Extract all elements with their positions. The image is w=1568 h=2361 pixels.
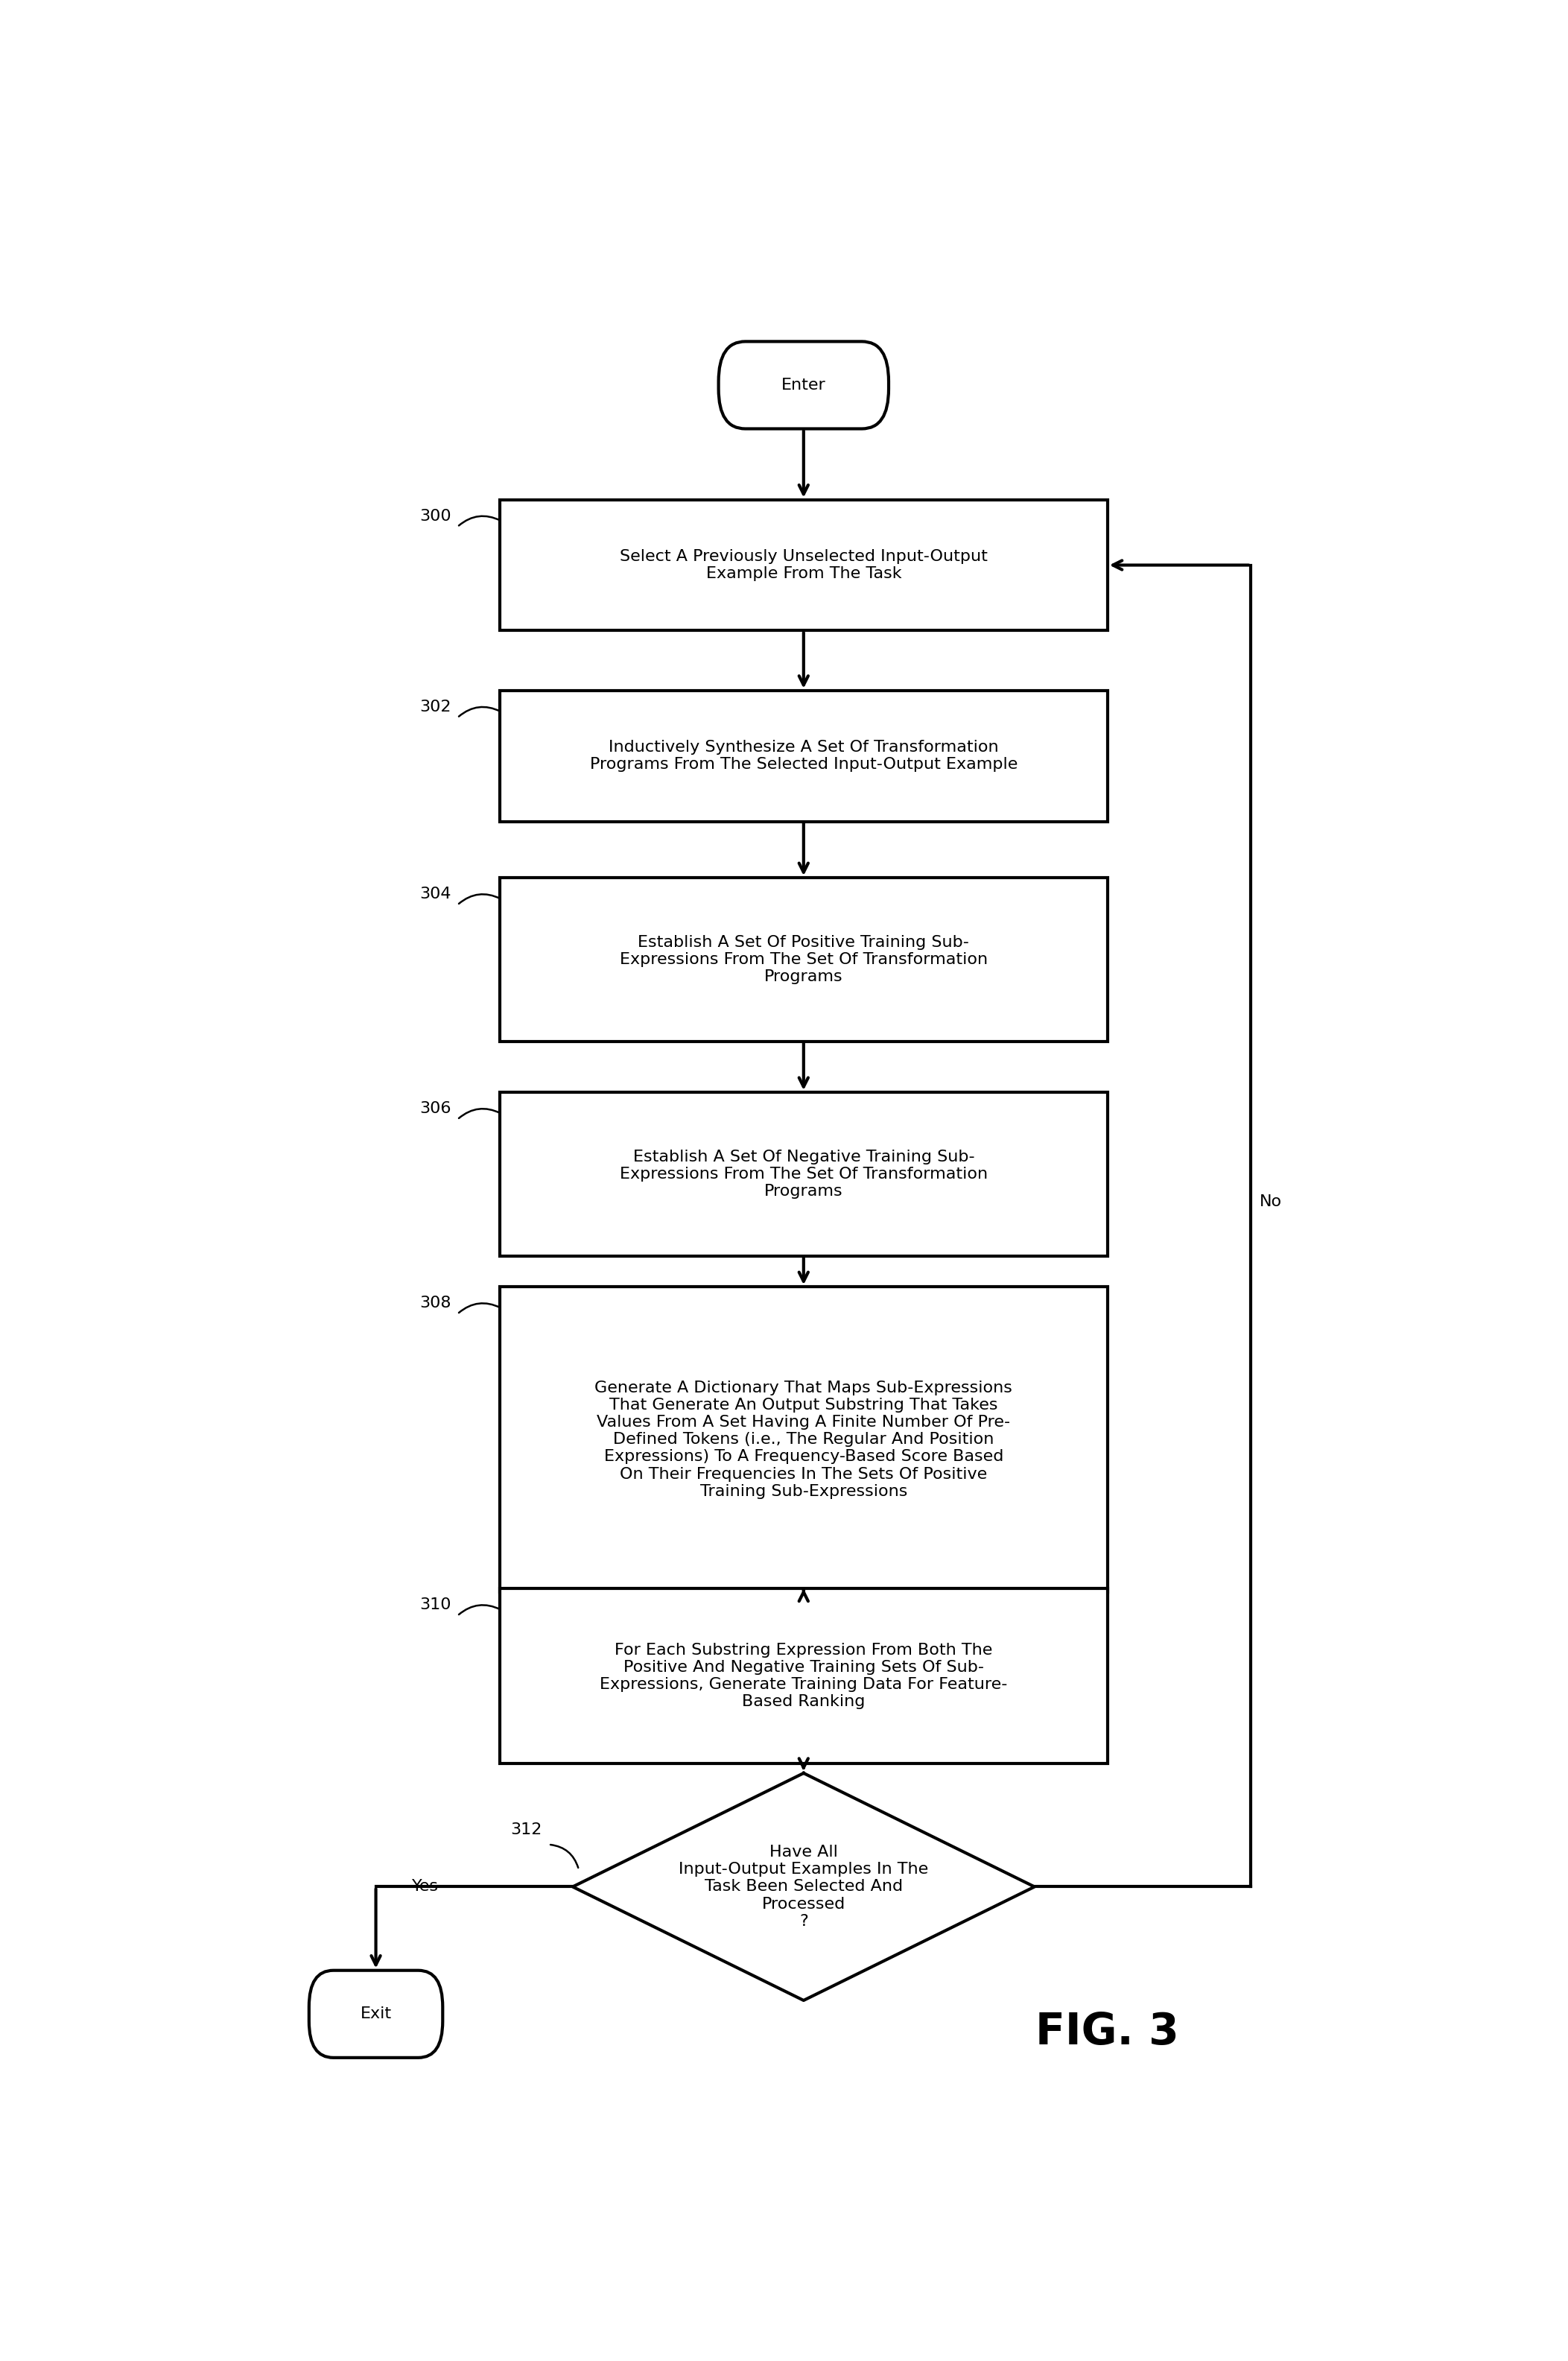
- Bar: [500, 878, 1107, 1041]
- Bar: [500, 1287, 1107, 1591]
- FancyBboxPatch shape: [718, 342, 889, 430]
- Text: No: No: [1259, 1195, 1281, 1209]
- Text: Enter: Enter: [781, 378, 826, 392]
- Polygon shape: [572, 1773, 1035, 2000]
- Text: Inductively Synthesize A Set Of Transformation
Programs From The Selected Input-: Inductively Synthesize A Set Of Transfor…: [590, 739, 1018, 772]
- Bar: [500, 1093, 1107, 1256]
- Bar: [500, 689, 1107, 822]
- Text: Establish A Set Of Negative Training Sub-
Expressions From The Set Of Transforma: Establish A Set Of Negative Training Sub…: [619, 1150, 988, 1199]
- Text: 304: 304: [420, 888, 452, 902]
- FancyBboxPatch shape: [309, 1971, 442, 2059]
- Bar: [500, 501, 1107, 630]
- Text: 308: 308: [420, 1296, 452, 1310]
- Text: Exit: Exit: [361, 2007, 392, 2021]
- Text: 302: 302: [420, 699, 452, 715]
- Text: 312: 312: [511, 1823, 543, 1837]
- Text: Have All
Input-Output Examples In The
Task Been Selected And
Processed
?: Have All Input-Output Examples In The Ta…: [679, 1844, 928, 1929]
- Bar: [500, 1589, 1107, 1764]
- Text: Yes: Yes: [412, 1879, 439, 1894]
- Text: 310: 310: [420, 1598, 452, 1613]
- Text: Select A Previously Unselected Input-Output
Example From The Task: Select A Previously Unselected Input-Out…: [619, 550, 988, 581]
- Text: For Each Substring Expression From Both The
Positive And Negative Training Sets : For Each Substring Expression From Both …: [599, 1643, 1008, 1709]
- Text: 306: 306: [420, 1100, 452, 1117]
- Text: Generate A Dictionary That Maps Sub-Expressions
That Generate An Output Substrin: Generate A Dictionary That Maps Sub-Expr…: [594, 1381, 1013, 1499]
- Text: 300: 300: [420, 508, 452, 524]
- Text: FIG. 3: FIG. 3: [1035, 2012, 1179, 2054]
- Text: Establish A Set Of Positive Training Sub-
Expressions From The Set Of Transforma: Establish A Set Of Positive Training Sub…: [619, 935, 988, 985]
